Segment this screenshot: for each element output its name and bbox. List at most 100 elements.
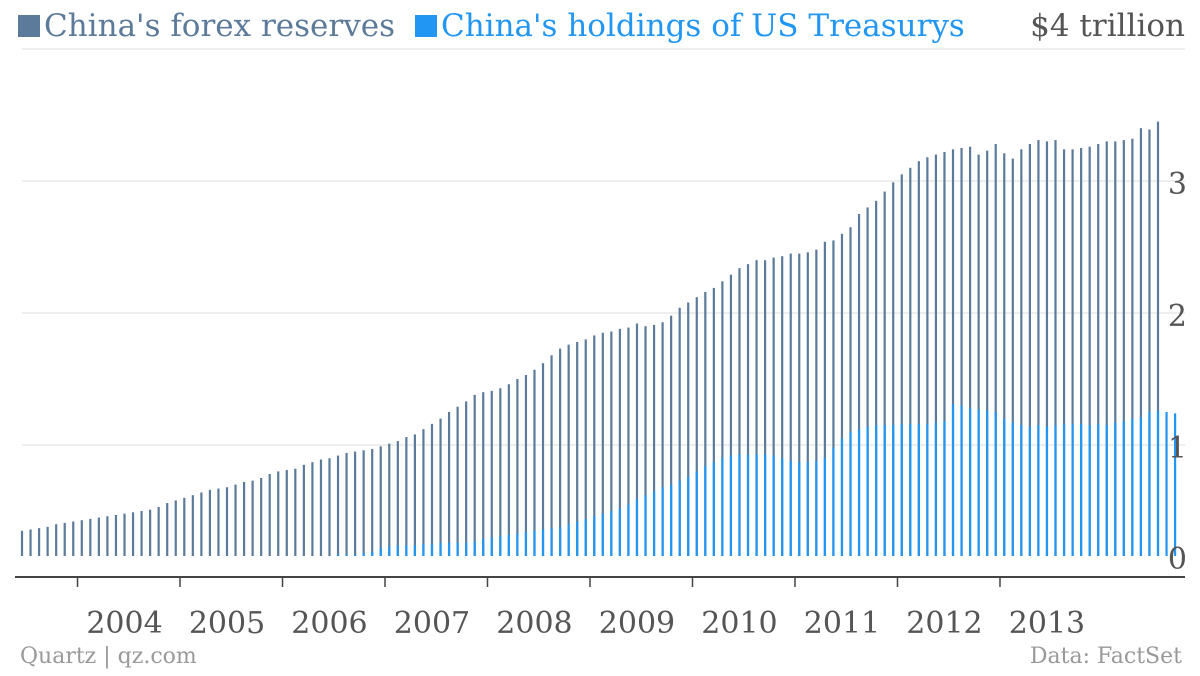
legend-item-treasury: China's holdings of US Treasurys bbox=[414, 8, 965, 44]
x-tick-label-2013: 2013 bbox=[1009, 606, 1085, 640]
bar-forex-131 bbox=[1139, 128, 1143, 556]
bar-forex-105 bbox=[917, 161, 920, 556]
bar-treasury-49 bbox=[439, 542, 442, 556]
bar-treasury-69 bbox=[610, 511, 613, 556]
bar-treasury-107 bbox=[934, 422, 938, 556]
bar-treasury-122 bbox=[1062, 423, 1066, 556]
bar-forex-96 bbox=[840, 233, 844, 557]
bar-forex-106 bbox=[926, 157, 929, 557]
bar-treasury-42 bbox=[379, 547, 382, 556]
bar-forex-28 bbox=[260, 478, 263, 556]
bar-treasury-74 bbox=[652, 491, 656, 556]
bar-forex-69 bbox=[610, 331, 613, 556]
bar-treasury-126 bbox=[1097, 423, 1100, 556]
bar-forex-102 bbox=[892, 182, 895, 556]
bar-treasury-85 bbox=[746, 454, 750, 556]
bar-treasury-98 bbox=[857, 429, 861, 556]
bar-forex-79 bbox=[695, 297, 698, 556]
bar-forex-42 bbox=[379, 446, 382, 556]
bar-treasury-58 bbox=[516, 533, 519, 556]
bar-treasury-40 bbox=[362, 553, 365, 556]
bar-forex-46 bbox=[413, 434, 416, 556]
bar-forex-43 bbox=[388, 443, 391, 556]
bar-treasury-105 bbox=[917, 423, 920, 556]
bar-forex-4 bbox=[55, 524, 58, 556]
bar-forex-95 bbox=[832, 240, 835, 556]
bar-forex-125 bbox=[1088, 146, 1091, 556]
x-tick-label-2006: 2006 bbox=[291, 606, 367, 640]
bar-forex-99 bbox=[866, 207, 869, 556]
y-tick-label-0: 0 bbox=[1168, 542, 1187, 577]
x-tick-label-2012: 2012 bbox=[906, 606, 982, 640]
bar-treasury-113 bbox=[986, 410, 989, 556]
bar-forex-117 bbox=[1020, 149, 1023, 556]
bar-treasury-51 bbox=[456, 542, 459, 556]
bar-forex-37 bbox=[336, 455, 340, 556]
bar-forex-34 bbox=[311, 462, 314, 556]
bar-treasury-39 bbox=[354, 554, 357, 556]
bar-forex-47 bbox=[422, 429, 425, 556]
bar-forex-86 bbox=[755, 260, 758, 556]
bar-treasury-134 bbox=[1165, 412, 1168, 556]
bar-treasury-131 bbox=[1139, 417, 1143, 556]
bar-forex-104 bbox=[909, 167, 912, 557]
bar-forex-19 bbox=[183, 497, 186, 556]
bar-forex-103 bbox=[900, 174, 903, 556]
bar-treasury-45 bbox=[405, 545, 408, 556]
bar-forex-121 bbox=[1054, 140, 1057, 556]
bar-forex-128 bbox=[1114, 141, 1117, 556]
bar-forex-109 bbox=[951, 149, 955, 556]
bar-forex-52 bbox=[465, 401, 468, 556]
bar-forex-126 bbox=[1097, 144, 1100, 557]
bar-forex-129 bbox=[1122, 140, 1125, 556]
bar-treasury-106 bbox=[926, 423, 929, 556]
y-tick-label-3: 3 bbox=[1168, 167, 1187, 202]
bar-forex-77 bbox=[678, 307, 681, 556]
legend: China's forex reserves China's holdings … bbox=[18, 4, 985, 48]
bar-forex-67 bbox=[593, 335, 596, 556]
bar-treasury-130 bbox=[1131, 418, 1134, 556]
bar-forex-100 bbox=[875, 200, 878, 557]
bar-treasury-64 bbox=[567, 524, 570, 556]
bar-treasury-44 bbox=[396, 545, 399, 556]
bar-forex-15 bbox=[149, 509, 152, 556]
bar-treasury-54 bbox=[482, 538, 485, 556]
bar-treasury-123 bbox=[1071, 423, 1074, 556]
bar-treasury-97 bbox=[849, 431, 852, 556]
bar-forex-68 bbox=[601, 332, 604, 556]
bar-treasury-135 bbox=[1173, 413, 1177, 556]
bar-forex-97 bbox=[849, 227, 852, 556]
axes: 0 1 2 3 2004 2005 2006 2007 2008 2009 2010 2011 2012… bbox=[15, 167, 1187, 640]
bar-treasury-67 bbox=[593, 516, 596, 556]
bar-treasury-37 bbox=[336, 554, 340, 556]
bar-forex-83 bbox=[729, 274, 733, 556]
bar-treasury-128 bbox=[1114, 422, 1117, 556]
chart-area: 0 1 2 3 2004 2005 2006 2007 2008 2009 2010 2011 2012… bbox=[15, 48, 1187, 640]
bar-treasury-72 bbox=[635, 499, 639, 556]
bar-treasury-116 bbox=[1011, 422, 1014, 556]
footer-source-left: Quartz | qz.com bbox=[20, 644, 197, 669]
bar-forex-74 bbox=[652, 324, 656, 556]
bar-forex-23 bbox=[217, 488, 220, 556]
bar-treasury-75 bbox=[661, 487, 664, 556]
bar-treasury-119 bbox=[1037, 425, 1040, 556]
bar-treasury-132 bbox=[1148, 412, 1151, 556]
bar-treasury-104 bbox=[909, 423, 912, 556]
bar-treasury-61 bbox=[541, 529, 545, 556]
bar-forex-7 bbox=[80, 520, 83, 556]
bar-forex-122 bbox=[1062, 149, 1066, 556]
bar-forex-29 bbox=[268, 474, 271, 556]
bar-forex-92 bbox=[806, 252, 809, 556]
bar-forex-119 bbox=[1037, 140, 1040, 556]
bar-forex-107 bbox=[934, 154, 938, 556]
x-tick-label-2005: 2005 bbox=[189, 606, 265, 640]
bar-forex-13 bbox=[131, 512, 135, 556]
bar-forex-50 bbox=[447, 412, 451, 556]
x-tick-label-2004: 2004 bbox=[86, 606, 162, 640]
bar-treasury-78 bbox=[687, 476, 690, 556]
bar-forex-130 bbox=[1131, 138, 1134, 556]
bar-forex-32 bbox=[294, 468, 297, 556]
x-tick-label-2008: 2008 bbox=[496, 606, 572, 640]
bar-treasury-79 bbox=[695, 471, 698, 556]
bar-forex-93 bbox=[815, 249, 818, 556]
